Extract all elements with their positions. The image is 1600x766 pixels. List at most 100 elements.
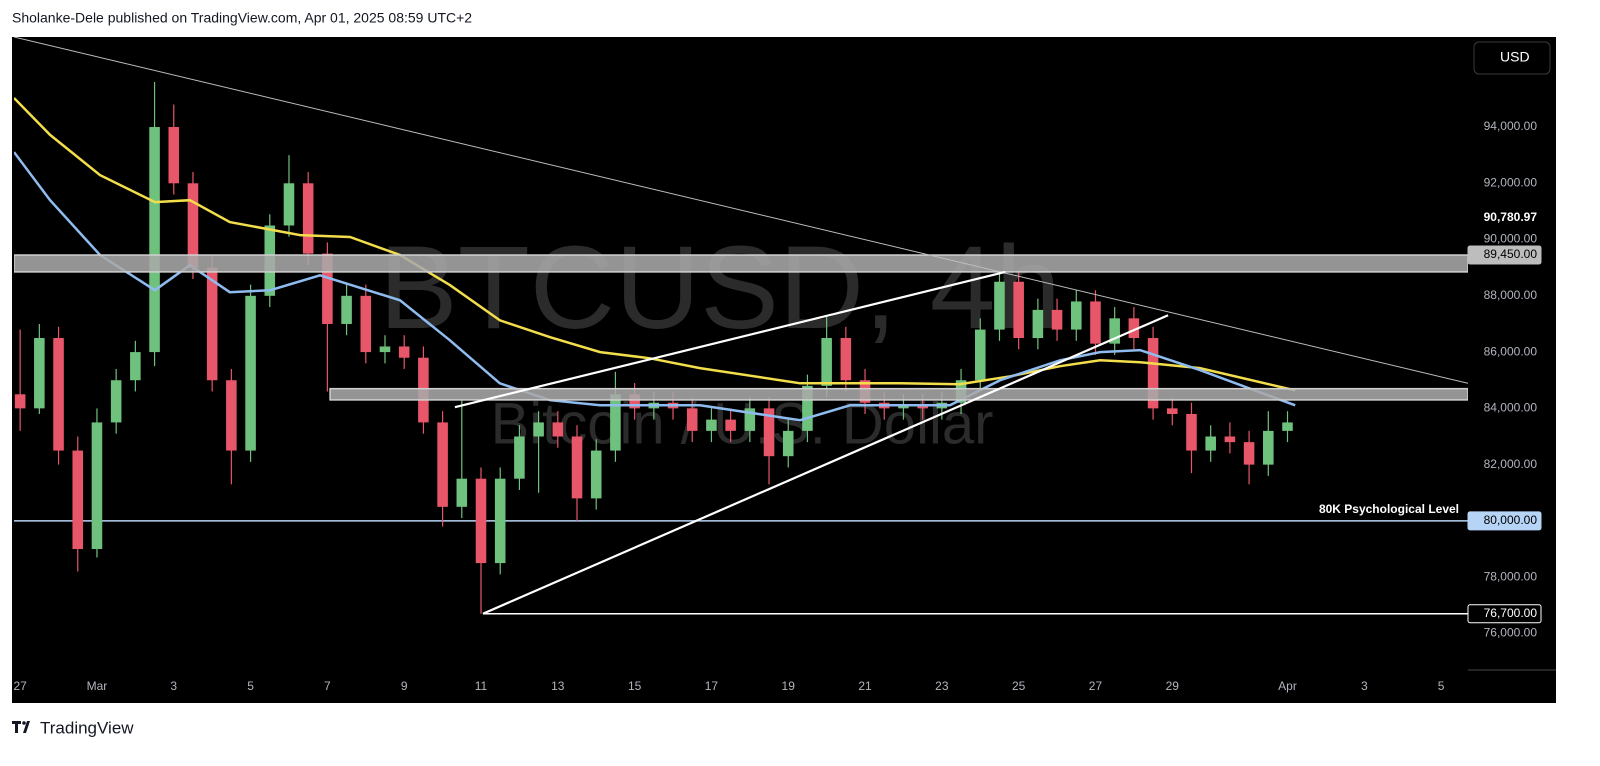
candle-body: [782, 430, 794, 457]
candle-body: [91, 422, 103, 550]
x-tick-label: 15: [628, 679, 642, 693]
x-tick-label: 11: [475, 679, 488, 693]
candle-body: [398, 346, 410, 358]
publish-header: Sholanke-Dele published on TradingView.c…: [12, 10, 472, 26]
trendline: [14, 37, 1468, 384]
candle-body: [1263, 430, 1274, 465]
currency-button-label[interactable]: USD: [1500, 49, 1530, 65]
candle-body: [360, 295, 372, 353]
trendline: [454, 270, 1006, 409]
candle-body: [1186, 413, 1197, 451]
candle-body: [1205, 436, 1216, 451]
candle-body: [840, 338, 852, 381]
moving-average: [14, 97, 1296, 392]
y-tick-label: 76,000.00: [1484, 626, 1538, 640]
candle-body: [168, 127, 180, 184]
plot-area: [14, 37, 1468, 615]
y-tick-label: 82,000.00: [1484, 457, 1538, 471]
y-tick-label: 84,000.00: [1484, 401, 1538, 415]
candle-body: [1243, 442, 1255, 465]
watermark-symbol: BTCUSD, 4h: [379, 222, 1061, 354]
candle-body: [1051, 309, 1063, 330]
candle-body: [1128, 318, 1140, 339]
x-tick-label: 7: [324, 679, 331, 693]
x-tick-label: 27: [1089, 679, 1103, 693]
candle-body: [552, 422, 564, 437]
candle-body: [821, 338, 832, 386]
candle-body: [1070, 301, 1082, 330]
level-label-box: [1467, 604, 1542, 624]
candle-body: [1013, 281, 1024, 339]
candle-body: [898, 405, 909, 409]
level-label: 80,000.00: [1484, 513, 1538, 527]
current-price-label: 90,780.97: [1484, 210, 1538, 224]
candle-body: [187, 183, 199, 268]
x-tick-label: 17: [705, 679, 719, 693]
candle-body: [744, 408, 756, 431]
footer-brand: TradingView: [40, 718, 134, 737]
candle-body: [725, 419, 736, 431]
x-tick-label: 25: [1012, 679, 1026, 693]
x-tick-label: 5: [247, 679, 254, 693]
candle-body: [302, 183, 314, 254]
candle-body: [686, 408, 698, 431]
logo-dot: [22, 721, 26, 725]
x-tick-label: 3: [170, 679, 177, 693]
candle-body: [206, 267, 218, 381]
level-label-box: [1467, 511, 1542, 531]
candle-body: [1167, 408, 1178, 414]
candle-body: [341, 295, 352, 324]
x-tick-label: Apr: [1278, 679, 1297, 693]
chart-panel: [12, 37, 1556, 703]
candle-body: [226, 380, 237, 451]
candle-body: [1032, 309, 1044, 339]
candle-body: [437, 422, 448, 507]
y-tick-label: 78,000.00: [1484, 569, 1538, 583]
footer-logo: [12, 721, 30, 733]
candle-body: [974, 329, 986, 381]
candle-body: [456, 478, 468, 507]
candle-body: [475, 478, 487, 564]
x-tick-label: 9: [401, 679, 408, 693]
candle-body: [571, 436, 583, 499]
candle-body: [533, 422, 544, 437]
candle-body: [1109, 318, 1120, 344]
candle-body: [322, 253, 333, 324]
candle-body: [379, 346, 391, 353]
candle-body: [1147, 338, 1159, 409]
candle-body: [72, 450, 84, 550]
candle-body: [629, 394, 640, 409]
candle-body: [53, 338, 64, 451]
y-tick-label: 90,000.00: [1484, 232, 1538, 246]
candle-body: [34, 338, 45, 409]
x-tick-label: Mar: [87, 679, 108, 693]
candle-body: [1282, 422, 1293, 431]
candle-body: [706, 419, 717, 431]
candle-body: [283, 183, 295, 226]
currency-button[interactable]: [1473, 41, 1551, 75]
price-zone: [329, 387, 1468, 401]
x-tick-label: 27: [13, 679, 27, 693]
level-label: 76,700.00: [1484, 606, 1538, 620]
candle-body: [610, 394, 621, 451]
candle-body: [14, 394, 26, 409]
candle-body: [110, 380, 122, 423]
candle-body: [514, 436, 525, 479]
candle-body: [802, 385, 813, 431]
level-label-box: [1467, 245, 1542, 265]
x-tick-label: 3: [1361, 679, 1368, 693]
x-tick-label: 21: [858, 679, 872, 693]
candle-body: [149, 127, 160, 353]
y-tick-label: 94,000.00: [1484, 119, 1538, 133]
axes: 76,000.00 78,000.00 80,000.00 82,000.00 84,0…: [13, 119, 1542, 693]
price-zone: [14, 254, 1468, 273]
candle-body: [130, 352, 141, 381]
candle-body: [590, 450, 602, 499]
x-tick-label: 5: [1438, 679, 1445, 693]
x-tick-label: 29: [1166, 679, 1180, 693]
candle-body: [763, 408, 775, 457]
level-note: 80K Psychological Level: [1319, 502, 1459, 516]
x-tick-label: 19: [782, 679, 796, 693]
